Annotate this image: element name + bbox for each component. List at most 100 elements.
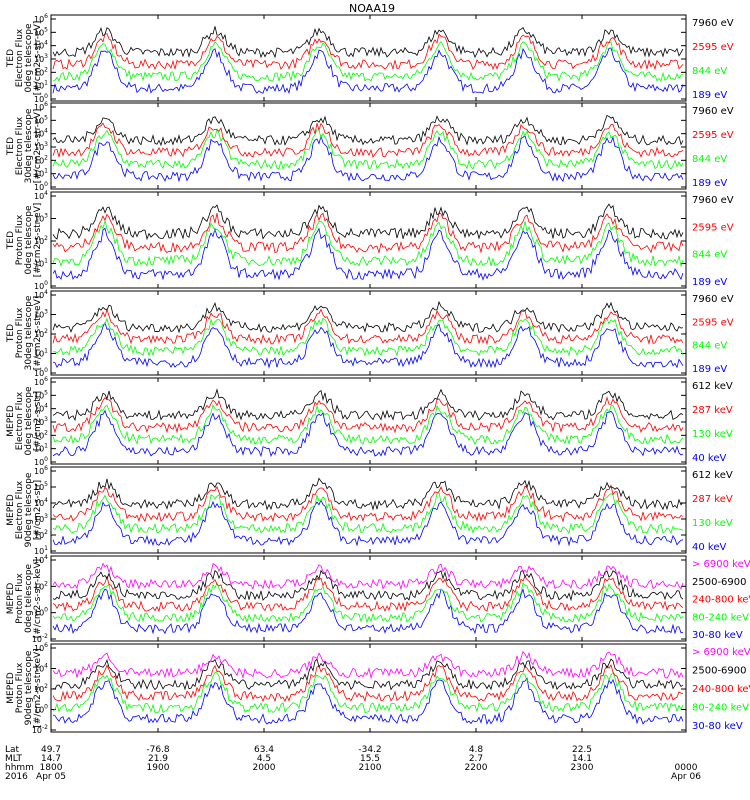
y-axis-label-line: MEPED [6,583,16,615]
y-tick-label: 102 [34,235,48,246]
y-tick-label: 105 [34,114,48,125]
y-tick-label: 103 [34,309,48,320]
legend-entry: 2595 eV [692,42,734,53]
legend-entry: 612 keV [692,470,733,481]
series-trace [52,47,684,95]
legend-entry: 287 keV [692,405,733,416]
y-tick-label: 102 [34,66,48,77]
y-tick-label: 102 [34,154,48,165]
plot-frame [50,555,687,642]
panel-3: 100 101 102 103 104 TEDProton Flux0deg telesc… [6,190,734,291]
plot-frame [50,191,687,289]
x-row-label: Lat [5,745,20,755]
plot-frame [50,643,687,733]
chart-title: NOAA19 [349,2,395,15]
y-tick-label: 102 [34,683,48,694]
y-axis-label-line: Electron Flux [15,28,25,87]
series-trace [52,671,684,714]
y-axis-label-line: [#/cm2-s-str] [33,480,43,540]
plot-frame [50,466,687,554]
legend-entry: 189 eV [692,178,727,189]
x-column-value: 14.1 [572,754,592,764]
series-trace [52,41,684,83]
y-tick-label: 100 [34,280,48,291]
y-axis-label-line: 0deg telescope [24,205,34,275]
x-column-value: 2300 [571,763,594,773]
series-trace [52,388,684,422]
x-column-value: 1900 [147,763,170,773]
y-tick-label: 103 [34,416,48,427]
series-trace [52,492,684,535]
y-tick-label: 102 [34,429,48,440]
y-tick-label: 102 [34,328,48,339]
legend-entry: 2595 eV [692,317,734,328]
y-axis-label: MEPEDElectron Flux90deg telescope[#/cm2-… [6,472,43,547]
x-column-value: 2000 [253,763,276,773]
series-trace [52,114,684,147]
x-column-value: 14.7 [41,754,61,764]
y-axis-label-line: Proton Flux [15,307,25,358]
x-row-label: 2016 [5,772,28,782]
y-tick-label: 101 [34,168,48,179]
y-tick-label: 102 [34,580,48,591]
legend-entry: 7960 eV [692,294,734,305]
legend-entry: 2500-6900 [692,577,747,588]
legend-entry: 844 eV [692,250,727,261]
y-axis-label-line: [#/cm2-s-str-eV] [33,296,43,371]
y-tick-label: 101 [34,80,48,91]
y-tick-label: 106 [34,13,48,24]
series-trace [52,300,684,334]
y-axis-label: MEPEDProton Flux0deg telescope[#/cm2-s-s… [6,559,43,638]
series-trace [52,26,684,59]
y-tick-label: 104 [34,497,48,508]
legend-entry: 240-800 keV [692,595,750,606]
y-axis-label-line: 0deg telescope [24,23,34,93]
x-column-value: 0000 [675,763,698,773]
legend-entry: 189 eV [692,277,727,288]
legend-entry: > 6900 keV [692,647,750,658]
x-column-value: 2.7 [469,754,483,764]
y-axis-label-line: TED [6,231,16,250]
y-axis-label-line: TED [6,137,16,156]
series-trace [52,134,684,183]
series-trace [52,321,684,369]
y-tick-label: 101 [34,348,48,359]
y-tick-label: 10-2 [32,633,48,644]
series-trace [52,575,684,613]
x-column-value: 49.7 [41,745,61,755]
series-trace [52,499,684,547]
y-tick-label: 103 [34,213,48,224]
y-axis-label-line: Proton Flux [15,214,25,265]
y-tick-label: 104 [34,403,48,414]
legend-entry: 844 eV [692,154,727,165]
x-row-label: hhmm [5,763,34,773]
y-tick-label: 102 [34,529,48,540]
legend-entry: 80-240 keV [692,612,749,623]
legend-entry: 2595 eV [692,130,734,141]
legend-entry: 130 keV [692,429,733,440]
x-column-value: 4.5 [257,754,271,764]
y-tick-label: 105 [34,481,48,492]
legend-entry: 2595 eV [692,222,734,233]
series-trace [52,569,684,602]
legend-entry: 40 keV [692,542,726,553]
series-trace [52,588,684,635]
y-axis-label-line: Electron Flux [15,480,25,539]
plot-frame [50,14,687,102]
y-tick-label: 100 [34,607,48,618]
y-axis-label-line: 90deg telescope [24,650,34,725]
y-tick-label: 105 [34,389,48,400]
series-trace [52,308,684,346]
y-tick-label: 104 [34,663,48,674]
series-trace [52,477,684,511]
y-tick-label: 105 [34,26,48,37]
series-trace [52,122,684,158]
series-trace [52,396,684,434]
legend-entry: 30-80 keV [692,630,743,641]
y-tick-label: 100 [34,456,48,467]
y-axis-label-line: TED [6,324,16,343]
